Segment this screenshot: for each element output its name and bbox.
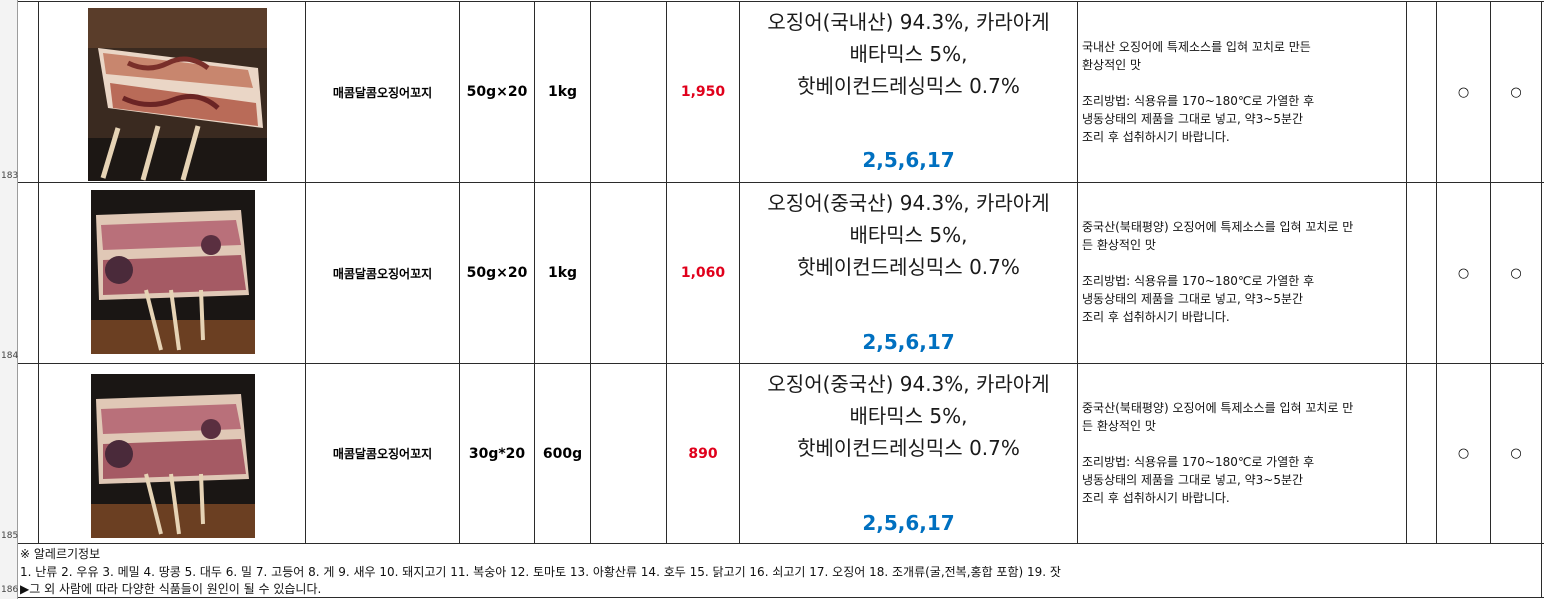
ingredients[interactable]: 오징어(중국산) 94.3%, 카라아게 배타믹스 5%, 핫베이컨드레싱믹스 … xyxy=(740,364,1077,543)
row-number[interactable]: 185 xyxy=(1,531,19,541)
grilled-squid-skewer-photo-icon xyxy=(91,190,255,354)
check-mark[interactable]: ○ xyxy=(1457,265,1470,281)
unit-size[interactable]: 30g*20 xyxy=(468,445,526,462)
row-number[interactable]: 184 xyxy=(1,351,19,361)
total-weight[interactable]: 600g xyxy=(542,445,583,462)
empty-cell[interactable] xyxy=(591,2,666,182)
product-description[interactable]: 중국산(북태평양) 오징어에 특제소스를 입혀 꼬치로 만 든 환상적인 맛 조… xyxy=(1082,401,1354,505)
allergen-codes: 2,5,6,17 xyxy=(862,148,955,172)
ingredient-line: 핫베이컨드레싱믹스 0.7% xyxy=(797,436,1020,460)
ingredients[interactable]: 오징어(중국산) 94.3%, 카라아게 배타믹스 5%, 핫베이컨드레싱믹스 … xyxy=(740,183,1077,363)
product-name[interactable]: 매콤달콤오징어꼬지 xyxy=(332,447,433,461)
product-description[interactable]: 중국산(북태평양) 오징어에 특제소스를 입혀 꼬치로 만 든 환상적인 맛 조… xyxy=(1082,220,1354,324)
ingredient-line: 배타믹스 5%, xyxy=(849,42,968,66)
ingredient-line: 오징어(중국산) 94.3%, 카라아게 xyxy=(767,191,1050,215)
ingredient-line: 오징어(중국산) 94.3%, 카라아게 xyxy=(767,372,1050,396)
grid-line xyxy=(739,1,740,544)
row-number[interactable]: 183 xyxy=(1,171,19,181)
allergy-note[interactable]: ▶그 외 사람에 따라 다양한 식품들이 원인이 될 수 있습니다. xyxy=(20,582,322,596)
grid-line xyxy=(18,1,1544,2)
grid-line xyxy=(1436,1,1437,544)
allergen-codes: 2,5,6,17 xyxy=(862,330,955,354)
total-weight[interactable]: 1kg xyxy=(547,84,578,100)
grid-line xyxy=(459,1,460,544)
grilled-squid-skewer-photo-icon xyxy=(88,8,267,181)
empty-cell[interactable] xyxy=(591,183,666,363)
ingredient-line: 핫베이컨드레싱믹스 0.7% xyxy=(797,74,1020,98)
grid-line xyxy=(1490,1,1491,544)
product-name[interactable]: 매콤달콤오징어꼬지 xyxy=(332,266,433,281)
grid-line xyxy=(18,597,1544,598)
empty-cell[interactable] xyxy=(591,364,666,543)
total-weight[interactable]: 1kg xyxy=(547,265,578,281)
grid-line xyxy=(305,1,306,544)
price[interactable]: 890 xyxy=(688,445,718,462)
grid-line xyxy=(18,182,1544,183)
product-photo[interactable] xyxy=(91,190,255,354)
product-photo[interactable] xyxy=(91,374,255,538)
ingredient-line: 핫베이컨드레싱믹스 0.7% xyxy=(797,255,1020,279)
grid-line xyxy=(18,363,1544,364)
check-mark[interactable]: ○ xyxy=(1457,446,1470,461)
allergen-codes: 2,5,6,17 xyxy=(862,511,955,535)
grid-line xyxy=(38,1,39,544)
grid-line xyxy=(666,1,667,544)
allergy-info-title[interactable]: ※ 알레르기정보 xyxy=(20,547,101,561)
grid-line xyxy=(534,1,535,544)
ingredient-line: 배타믹스 5%, xyxy=(849,404,968,428)
price[interactable]: 1,060 xyxy=(680,265,726,281)
check-mark[interactable]: ○ xyxy=(1510,265,1522,281)
grid-line xyxy=(1406,1,1407,544)
grid-line xyxy=(1077,1,1078,544)
grilled-squid-skewer-photo-icon xyxy=(91,374,255,538)
ingredients[interactable]: 오징어(국내산) 94.3%, 카라아게 배타믹스 5%, 핫베이컨드레싱믹스 … xyxy=(740,2,1077,182)
check-mark[interactable]: ○ xyxy=(1510,446,1522,461)
product-description[interactable]: 국내산 오징어에 특제소스를 입혀 꼬치로 만든 환상적인 맛 조리방법: 식용… xyxy=(1082,40,1315,144)
row-header-column: 183 184 185 186 xyxy=(0,0,18,599)
check-mark[interactable]: ○ xyxy=(1457,84,1470,100)
ingredient-line: 배타믹스 5%, xyxy=(849,223,968,247)
grid-line xyxy=(18,543,1544,544)
product-name[interactable]: 매콤달콤오징어꼬지 xyxy=(332,85,433,100)
grid-line xyxy=(590,1,591,544)
unit-size[interactable]: 50g×20 xyxy=(466,84,528,100)
grid-line xyxy=(1541,1,1542,598)
price[interactable]: 1,950 xyxy=(680,84,726,100)
ingredient-line: 오징어(국내산) 94.3%, 카라아게 xyxy=(767,10,1050,34)
row-number[interactable]: 186 xyxy=(1,585,19,595)
unit-size[interactable]: 50g×20 xyxy=(466,265,528,281)
product-photo[interactable] xyxy=(88,8,267,181)
allergy-list[interactable]: 1. 난류 2. 우유 3. 메밀 4. 땅콩 5. 대두 6. 밀 7. 고등… xyxy=(20,565,1061,579)
check-mark[interactable]: ○ xyxy=(1510,84,1522,100)
